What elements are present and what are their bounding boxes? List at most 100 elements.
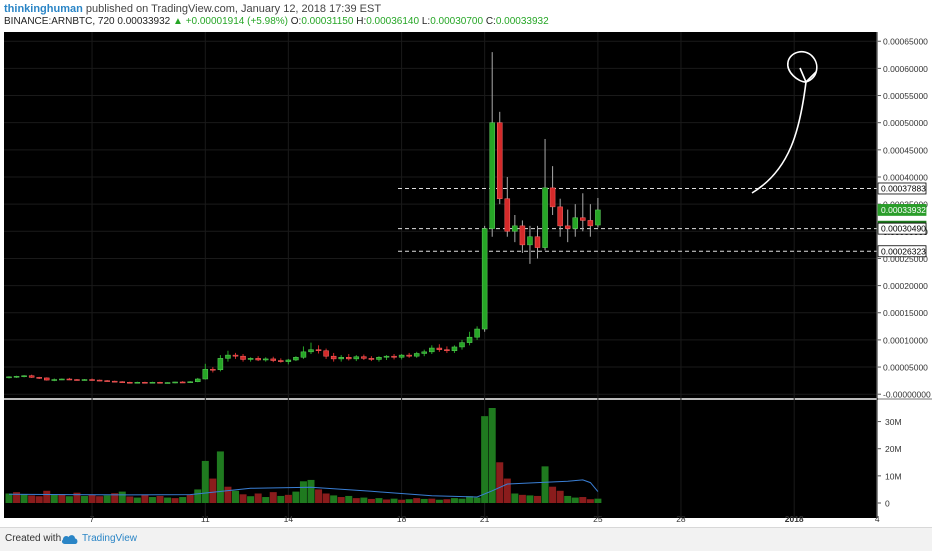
candle: [481, 225, 488, 332]
symbol-name[interactable]: BINANCE:ARNBTC, 720: [4, 16, 115, 27]
author-link[interactable]: thinkinghuman: [4, 3, 83, 15]
candle-body: [51, 379, 58, 381]
volume-bar: [111, 493, 119, 503]
price-tick-label: 0.00025000: [883, 254, 928, 264]
candle-body: [549, 187, 556, 208]
grid: [4, 32, 932, 518]
candle-body: [21, 375, 27, 377]
price-tick-label: 0.00050000: [883, 118, 928, 128]
candle-body: [89, 379, 95, 381]
candle-body: [270, 358, 276, 361]
volume-bar: [20, 494, 28, 503]
volume-bar: [186, 494, 194, 503]
tradingview-cloud-icon[interactable]: [61, 533, 79, 545]
candle-body: [285, 359, 292, 362]
hand-drawn-arrow[interactable]: [751, 50, 818, 194]
candle-body: [436, 347, 443, 350]
candle: [119, 381, 125, 383]
volume-tick-label: 20M: [885, 444, 902, 454]
candle: [210, 367, 216, 373]
volume-bar: [5, 493, 13, 503]
chart-header: thinkinghuman published on TradingView.c…: [0, 0, 932, 30]
candle-body: [542, 187, 548, 248]
volume-tick-label: 10M: [885, 471, 902, 481]
candle: [338, 355, 344, 362]
volume-bar: [141, 494, 149, 503]
horizontal-lines[interactable]: [398, 187, 877, 252]
volume-bar: [435, 499, 443, 503]
candle: [270, 356, 276, 363]
volume-bar: [473, 497, 481, 503]
price-label-text: 0.00033932: [881, 205, 926, 215]
candlestick-chart[interactable]: -0.00000000 0.00005000 0.00010000 0.0001500…: [0, 30, 932, 527]
price-label-line: 0.00037883: [877, 182, 927, 195]
time-tick-label: 4: [875, 514, 880, 524]
candle: [59, 378, 65, 381]
candle-body: [278, 360, 284, 362]
candle: [81, 378, 88, 381]
candle: [74, 378, 80, 381]
candle-body: [96, 379, 103, 382]
volume-tick-label: 0: [885, 499, 890, 509]
candle-body: [315, 349, 322, 352]
candle: [549, 166, 556, 215]
volume-bar: [345, 495, 353, 503]
candle: [202, 363, 209, 380]
volume-bar: [428, 498, 436, 503]
volume-bar: [262, 497, 270, 503]
price-tick-label: 0.00005000: [883, 363, 928, 373]
candle: [232, 352, 239, 359]
candle: [564, 209, 571, 243]
volume-bar: [367, 498, 375, 503]
tradingview-link[interactable]: TradingView: [82, 533, 138, 544]
candle: [13, 375, 20, 378]
price-tick-label: 0.00010000: [883, 335, 928, 345]
candle-body: [217, 358, 224, 371]
volume-bar: [103, 495, 111, 503]
candle: [262, 357, 269, 362]
price-pane[interactable]: [4, 32, 877, 398]
candle: [225, 350, 231, 362]
price-label-box: [877, 245, 927, 258]
price-tick-label: 0.00045000: [883, 145, 928, 155]
volume-bar: [488, 408, 496, 503]
footer: Created with TradingView: [0, 527, 932, 551]
volume-bar: [496, 462, 504, 503]
candle: [383, 355, 390, 360]
candle: [134, 381, 141, 384]
candle: [187, 381, 193, 383]
price-tick-label: 0.00060000: [883, 64, 928, 74]
candle-body: [187, 381, 193, 383]
volume-bar: [405, 499, 413, 503]
candle: [466, 331, 473, 346]
close-label: C:: [485, 16, 496, 27]
volume-bar: [277, 495, 285, 503]
candle-body: [262, 358, 269, 361]
candle: [21, 375, 27, 378]
time-axis[interactable]: 7111418212528201848111518: [90, 514, 932, 524]
volume-bar: [179, 497, 187, 503]
candle: [474, 326, 480, 340]
candle: [6, 376, 12, 379]
volume-axis[interactable]: 0 10M 20M 30M: [876, 400, 902, 518]
candle-body: [308, 349, 314, 353]
candle-body: [210, 368, 216, 371]
close-value: 0.00033932: [495, 16, 549, 27]
candle-body: [134, 382, 141, 384]
volume-bar: [390, 498, 398, 503]
price-tick-label: 0.00015000: [883, 308, 928, 318]
candle: [557, 198, 563, 237]
open-value: 0.00031150: [301, 16, 354, 27]
candle-body: [36, 377, 42, 379]
candle: [247, 357, 254, 362]
candle: [217, 355, 224, 372]
price-tick-label: 0.00020000: [883, 281, 928, 291]
candle: [353, 355, 360, 362]
volume-bar: [549, 486, 557, 503]
volume-bar: [148, 497, 156, 503]
volume-bar: [81, 495, 88, 503]
volume-bar: [579, 497, 587, 503]
candle-body: [247, 358, 254, 360]
candle: [142, 381, 148, 384]
high-value: 0.00036140: [366, 16, 420, 27]
